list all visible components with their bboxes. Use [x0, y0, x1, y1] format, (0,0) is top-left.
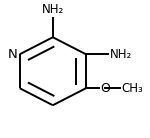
Text: CH₃: CH₃	[121, 82, 143, 95]
Text: N: N	[8, 48, 18, 61]
Text: NH₂: NH₂	[110, 48, 132, 61]
Text: O: O	[100, 82, 110, 95]
Text: NH₂: NH₂	[42, 3, 64, 16]
